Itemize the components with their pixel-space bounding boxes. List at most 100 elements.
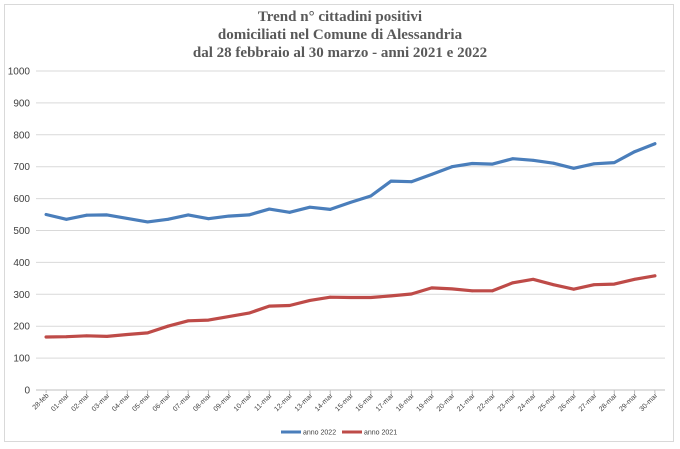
data-point [653, 142, 657, 146]
series-line-anno-2022 [44, 142, 657, 224]
data-point [653, 274, 657, 278]
x-tick-label: 18-mar [395, 392, 416, 413]
data-point [450, 287, 454, 291]
y-tick-label: 200 [13, 322, 30, 333]
data-point [572, 166, 576, 170]
data-point [186, 213, 190, 217]
chart-frame [4, 4, 674, 442]
legend-label: anno 2021 [364, 430, 397, 437]
data-point [409, 292, 413, 296]
x-tick-label: 11-mar [253, 392, 274, 413]
data-point [491, 162, 494, 166]
chart-title-line-1: Trend n° cittadini positivi [257, 9, 423, 25]
data-point [612, 161, 616, 164]
x-tick-label: 28-feb [32, 392, 51, 411]
data-point [44, 335, 48, 339]
x-tick-label: 24-mar [517, 392, 538, 413]
data-point [146, 220, 149, 224]
data-point [44, 213, 48, 216]
data-point [349, 296, 352, 299]
data-point [267, 304, 271, 308]
x-tick-label: 13-mar [294, 392, 315, 413]
x-tick-label: 10-mar [233, 392, 254, 413]
data-point [552, 283, 555, 287]
y-tick-label: 1000 [8, 67, 31, 78]
data-point [146, 331, 149, 335]
y-tick-label: 500 [13, 226, 30, 237]
data-point [369, 194, 373, 198]
data-point [85, 213, 89, 217]
x-tick-label: 21-mar [456, 392, 477, 413]
chart-title-line-2: domiciliati nel Comune di Alessandria [217, 27, 463, 43]
data-point [207, 318, 210, 322]
data-point [65, 335, 68, 339]
data-point [450, 165, 454, 169]
x-tick-label: 23-mar [497, 392, 518, 413]
x-tick-label: 06-mar [152, 392, 173, 413]
chart-title-line-3: dal 28 febbraio al 30 marzo - anni 2021 … [192, 45, 488, 61]
series-line-anno-2021 [44, 274, 657, 339]
data-point [633, 150, 636, 154]
data-point [349, 201, 352, 204]
data-point [430, 286, 434, 290]
data-point [633, 277, 636, 281]
y-tick-label: 0 [24, 386, 30, 397]
x-tick-label: 19-mar [415, 392, 436, 413]
data-point [166, 217, 170, 221]
data-point [369, 296, 373, 299]
x-tick-label: 27-mar [578, 392, 599, 413]
data-point [592, 283, 596, 287]
x-tick-label: 15-mar [334, 392, 355, 413]
data-point [389, 294, 393, 298]
data-point [207, 217, 210, 221]
data-point [288, 304, 292, 307]
data-point [65, 217, 68, 221]
data-point [267, 207, 271, 211]
x-tick-label: 01-mar [50, 392, 71, 413]
data-point [105, 213, 109, 217]
data-point [227, 214, 231, 218]
data-point [308, 298, 312, 302]
y-tick-label: 700 [13, 162, 30, 173]
data-point [511, 281, 515, 285]
data-point [308, 205, 312, 209]
data-point [470, 289, 474, 293]
x-tick-label: 22-mar [476, 392, 497, 413]
data-point [125, 333, 129, 336]
x-tick-label: 08-mar [192, 392, 213, 413]
data-point [227, 315, 231, 319]
data-point [105, 335, 109, 338]
x-tick-label: 30-mar [639, 392, 660, 413]
data-point [430, 172, 434, 176]
x-tick-label: 28-mar [598, 392, 619, 413]
x-tick-label: 29-mar [618, 392, 639, 413]
data-point [85, 334, 89, 338]
data-point [511, 157, 515, 161]
data-point [247, 311, 251, 315]
y-tick-label: 400 [13, 258, 30, 269]
chart-title: Trend n° cittadini positivi domiciliati … [0, 8, 680, 62]
x-tick-label: 17-mar [375, 392, 396, 413]
x-tick-label: 04-mar [111, 392, 132, 413]
data-point [166, 324, 170, 328]
data-point [470, 162, 474, 165]
y-tick-label: 900 [13, 98, 30, 109]
data-point [125, 216, 129, 220]
x-tick-label: 02-mar [71, 392, 92, 413]
x-tick-label: 16-mar [355, 392, 376, 413]
x-tick-label: 26-mar [557, 392, 578, 413]
y-tick-label: 600 [13, 194, 30, 205]
data-point [328, 295, 332, 299]
x-tick-label: 03-mar [91, 392, 112, 413]
x-tick-label: 09-mar [213, 392, 234, 413]
legend-label: anno 2022 [303, 430, 336, 437]
data-point [592, 162, 596, 166]
x-tick-label: 05-mar [131, 392, 152, 413]
data-point [247, 213, 251, 217]
x-tick-label: 14-mar [314, 392, 335, 413]
y-tick-label: 100 [13, 354, 30, 365]
data-point [612, 282, 616, 286]
data-point [389, 179, 393, 183]
data-point [409, 180, 413, 184]
